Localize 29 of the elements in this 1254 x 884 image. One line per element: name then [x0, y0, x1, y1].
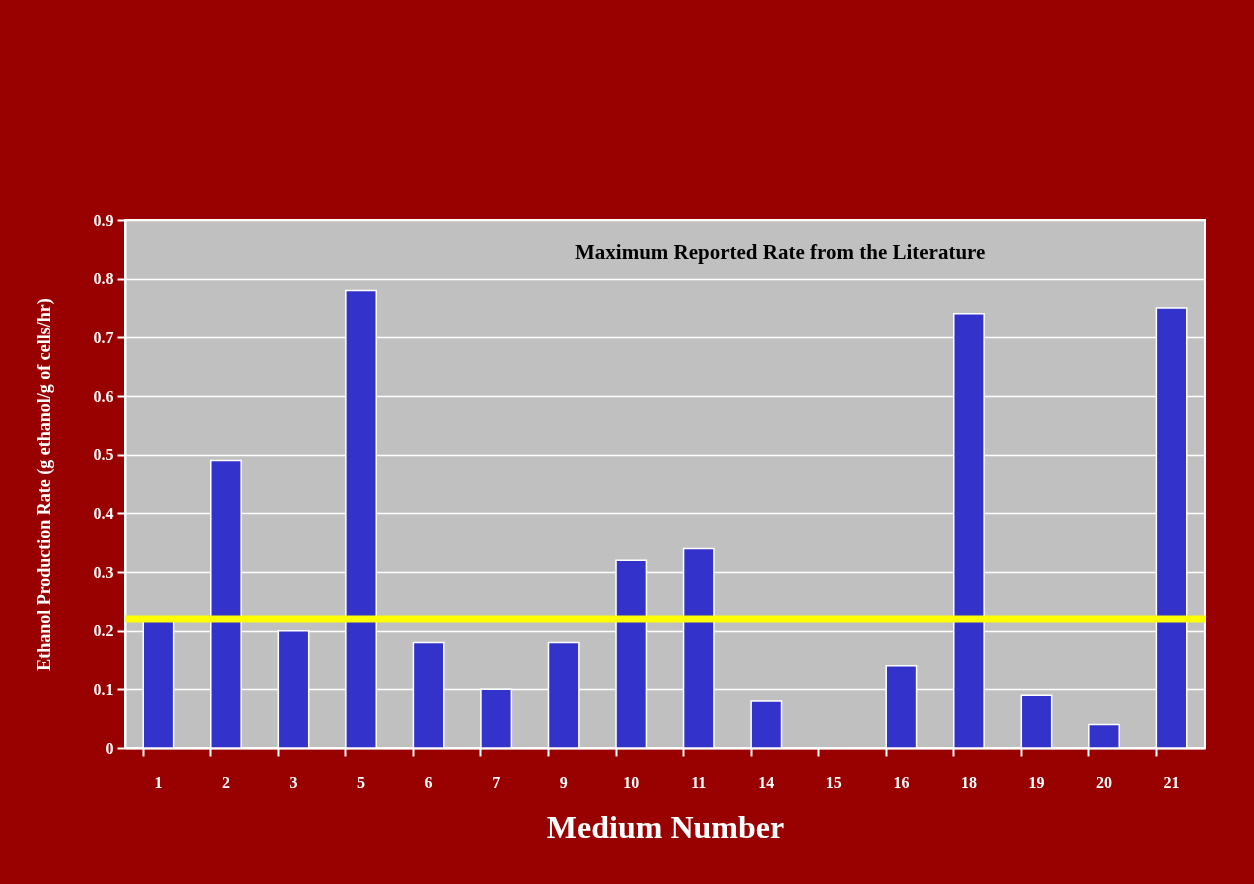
y-tick-label: 0.9 — [93, 211, 114, 229]
x-tick-label: 20 — [1096, 773, 1113, 791]
y-tick-label: 0.1 — [93, 680, 114, 698]
y-axis-title: Ethanol Production Rate (g ethanol/g of cells/hr) — [33, 298, 55, 671]
y-tick-label: 0.2 — [93, 622, 114, 640]
x-tick-label: 7 — [492, 773, 501, 791]
x-tick-label: 5 — [357, 773, 366, 791]
x-tick-label: 21 — [1163, 773, 1180, 791]
x-tick-label: 11 — [691, 773, 707, 791]
x-tick-label: 3 — [289, 773, 298, 791]
x-tick-label: 19 — [1028, 773, 1045, 791]
x-tick-label: 2 — [221, 773, 230, 791]
x-tick-label: 6 — [424, 773, 433, 791]
x-tick-label: 16 — [893, 773, 910, 791]
x-tick-label: 18 — [960, 773, 977, 791]
y-tick-label: 0.4 — [93, 504, 114, 522]
y-tick-label: 0.7 — [93, 328, 114, 346]
x-axis-title: Medium Number — [546, 808, 785, 845]
y-tick-label: 0.3 — [93, 563, 114, 581]
y-tick-label: 0 — [105, 739, 114, 757]
annotation: Maximum Reported Rate from the Literature — [575, 240, 986, 264]
x-tick-label: 1 — [154, 773, 163, 791]
y-tick-label: 0.5 — [93, 446, 114, 464]
x-tick-label: 10 — [623, 773, 640, 791]
x-tick-label: 9 — [559, 773, 568, 791]
x-tick-label: 15 — [825, 773, 842, 791]
y-tick-label: 0.8 — [93, 270, 114, 288]
y-tick-label: 0.6 — [93, 387, 114, 405]
x-tick-label: 14 — [758, 773, 775, 791]
